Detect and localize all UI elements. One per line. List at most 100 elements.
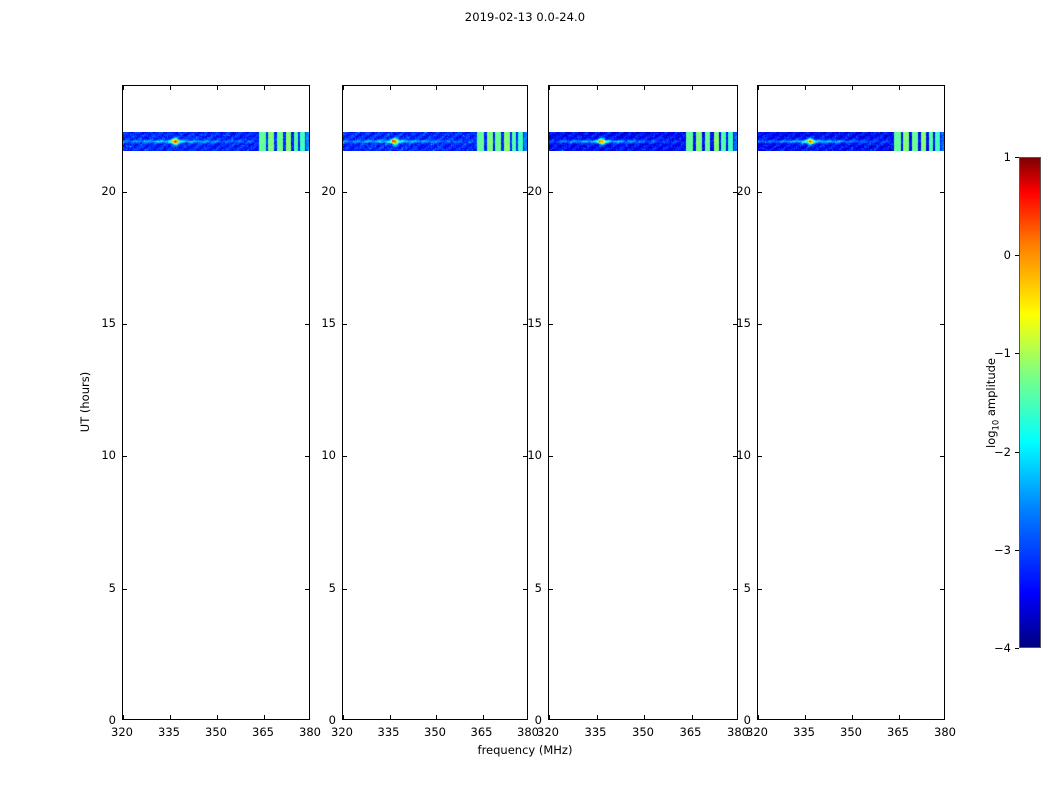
x-tick-top-xy-335 <box>596 86 598 90</box>
colorbar-gradient <box>1020 158 1040 647</box>
x-tick-label-yy-320: 320 <box>331 725 353 739</box>
x-tick-xy-365 <box>691 715 693 719</box>
y-tick-yy-10 <box>343 456 347 458</box>
x-tick-label-xx-380: 380 <box>299 725 321 739</box>
panel-xy[interactable]: XY, V3*V5=EA01*EA08 <box>548 85 738 720</box>
figure-suptitle: 2019-02-13 0.0-24.0 <box>464 10 586 24</box>
x-tick-label-yx-365: 365 <box>887 725 909 739</box>
x-tick-label-yy-380: 380 <box>517 725 539 739</box>
x-tick-top-yy-365 <box>482 86 484 90</box>
colorbar-tick--4 <box>1015 648 1019 649</box>
x-tick-xx-335 <box>170 715 171 719</box>
y-tick-right-xy-10 <box>733 456 737 458</box>
x-tick-label-yy-365: 365 <box>470 725 493 739</box>
y-tick-label-xx-20: 20 <box>101 183 116 198</box>
x-tick-label-xx-320: 320 <box>111 725 133 739</box>
y-tick-right-yy-20 <box>523 191 527 193</box>
x-tick-top-xy-320 <box>549 86 550 90</box>
x-tick-yx-320 <box>758 715 759 719</box>
x-tick-top-yx-320 <box>758 86 759 90</box>
waterfall-data-yy <box>343 132 527 151</box>
y-tick-right-xx-5 <box>305 588 309 590</box>
y-tick-label-xx-0: 0 <box>108 713 116 727</box>
y-tick-label-xy-10: 10 <box>527 448 542 463</box>
x-tick-top-yy-335 <box>389 86 391 90</box>
y-tick-label-yy-20: 20 <box>321 183 336 198</box>
x-axis-label: frequency (MHz) <box>477 743 573 757</box>
y-tick-label-xx-10: 10 <box>101 448 116 463</box>
y-tick-xy-15 <box>549 324 553 326</box>
x-tick-label-xx-335: 335 <box>158 725 180 739</box>
y-tick-right-yy-5 <box>523 588 527 590</box>
x-tick-label-xy-350: 350 <box>632 725 654 739</box>
waterfall-canvas-xx <box>123 132 309 151</box>
waterfall-canvas-yx <box>758 132 944 151</box>
waterfall-data-yx <box>758 132 944 151</box>
colorbar-tick-label--4: −4 <box>994 641 1011 655</box>
y-tick-label-xx-5: 5 <box>108 580 116 595</box>
y-tick-xy-10 <box>549 456 553 458</box>
y-tick-yx-5 <box>758 588 762 590</box>
panel-yy[interactable]: YY, V3*V5=EA01*EA08 <box>342 85 528 720</box>
y-tick-right-xy-5 <box>733 588 737 590</box>
colorbar-label-subscript: 10 <box>990 419 1001 431</box>
x-tick-label-yx-380: 380 <box>934 725 956 739</box>
x-tick-top-xx-335 <box>170 86 171 90</box>
x-tick-label-xy-380: 380 <box>727 725 749 739</box>
x-tick-yx-365 <box>899 715 900 719</box>
y-tick-label-yy-5: 5 <box>328 580 336 595</box>
y-tick-yy-20 <box>343 191 347 193</box>
x-tick-top-xx-320 <box>123 86 124 90</box>
y-tick-xy-5 <box>549 588 553 590</box>
x-tick-yy-365 <box>482 715 484 719</box>
y-tick-label-yy-10: 10 <box>321 448 336 463</box>
colorbar[interactable] <box>1019 157 1041 648</box>
colorbar-tick-1 <box>1015 157 1019 158</box>
panel-yx[interactable]: YX, V3*V5=EA01*EA08 <box>757 85 945 720</box>
y-tick-right-xx-10 <box>305 456 309 458</box>
y-tick-yy-15 <box>343 324 347 326</box>
x-tick-xy-350 <box>644 715 645 719</box>
y-tick-right-xy-20 <box>733 191 737 193</box>
y-tick-yx-15 <box>758 324 762 326</box>
colorbar-tick--2 <box>1015 451 1019 453</box>
y-tick-yx-10 <box>758 456 762 458</box>
y-tick-xx-20 <box>123 191 127 193</box>
y-tick-right-xx-15 <box>305 324 309 326</box>
x-tick-yx-335 <box>805 715 806 719</box>
x-tick-label-xx-350: 350 <box>205 725 227 739</box>
panel-xx[interactable]: XX, V3*V5=EA01*EA08 <box>122 85 310 720</box>
y-tick-right-xy-15 <box>733 324 737 326</box>
x-tick-xy-320 <box>549 715 550 719</box>
y-tick-right-yx-20 <box>940 191 944 193</box>
x-tick-label-yx-320: 320 <box>746 725 768 739</box>
y-tick-label-xy-0: 0 <box>534 713 542 727</box>
y-tick-xx-15 <box>123 324 127 326</box>
x-tick-xx-350 <box>217 715 218 719</box>
y-tick-xx-10 <box>123 456 127 458</box>
y-tick-right-yx-15 <box>940 324 944 326</box>
x-tick-top-yy-350 <box>436 86 437 90</box>
colorbar-tick-label--3: −3 <box>994 542 1011 557</box>
colorbar-tick-label-1: 1 <box>1003 150 1011 164</box>
y-tick-label-xy-20: 20 <box>527 183 542 198</box>
colorbar-label-base: log <box>984 430 998 448</box>
y-tick-right-yy-10 <box>523 456 527 458</box>
x-tick-top-xx-350 <box>217 86 218 90</box>
x-tick-yx-350 <box>852 715 853 719</box>
colorbar-tick-label-0: 0 <box>1003 248 1011 263</box>
colorbar-label: log10 amplitude <box>984 358 1000 448</box>
x-tick-label-xy-320: 320 <box>537 725 559 739</box>
colorbar-label-rest: amplitude <box>984 358 998 420</box>
waterfall-data-xy <box>549 132 737 151</box>
x-tick-top-yx-365 <box>899 86 900 90</box>
y-tick-label-xx-15: 15 <box>101 316 116 331</box>
x-tick-top-yy-320 <box>343 86 344 90</box>
x-tick-label-yy-335: 335 <box>377 725 400 739</box>
x-tick-top-xx-365 <box>264 86 265 90</box>
y-tick-label-yx-10: 10 <box>736 448 751 463</box>
x-tick-label-xy-335: 335 <box>584 725 607 739</box>
x-tick-xx-320 <box>123 715 124 719</box>
x-tick-top-yx-350 <box>852 86 853 90</box>
